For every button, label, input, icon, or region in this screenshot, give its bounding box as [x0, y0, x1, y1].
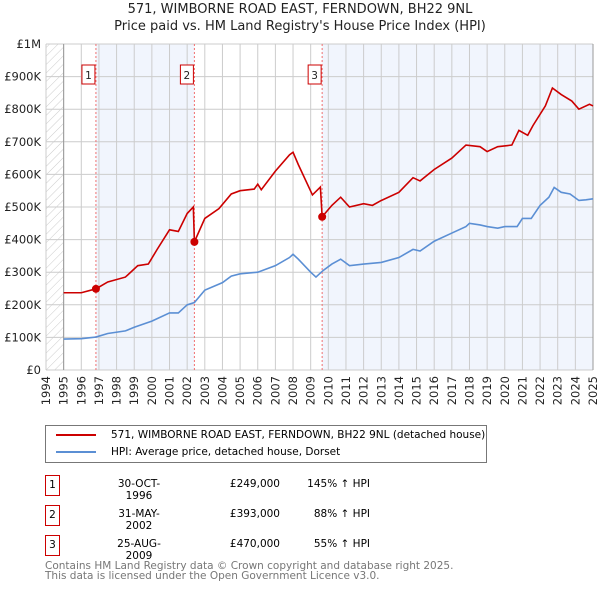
sale-label: 2: [184, 70, 191, 82]
sale-point: [318, 212, 327, 221]
x-tick-label: 1998: [110, 376, 124, 405]
y-tick-label: £700K: [4, 135, 41, 149]
x-tick-label: 2002: [180, 376, 194, 405]
x-tick-label: 2023: [551, 376, 565, 405]
x-tick-label: 2025: [586, 376, 600, 405]
legend-item-property: 571, WIMBORNE ROAD EAST, FERNDOWN, BH22 …: [56, 429, 485, 441]
legend-swatch: [56, 434, 96, 436]
x-tick-label: 2017: [445, 376, 459, 405]
sale-hpi: 55% ↑ HPI: [313, 538, 370, 550]
x-tick-label: 1997: [92, 376, 106, 405]
legend: 571, WIMBORNE ROAD EAST, FERNDOWN, BH22 …: [45, 425, 487, 463]
hpi-line: [63, 186, 594, 340]
sale-number: 3: [45, 535, 60, 556]
footer-line: Contains HM Land Registry data © Crown c…: [45, 560, 454, 572]
y-tick-label: £100K: [4, 330, 41, 344]
y-tick-label: £200K: [4, 298, 41, 312]
x-tick-label: 2007: [268, 376, 282, 405]
sale-date: 31-MAY-2002: [118, 508, 160, 532]
sale-label: 3: [311, 70, 318, 82]
x-tick-label: 2013: [374, 376, 388, 405]
x-tick-label: 1996: [74, 376, 88, 405]
x-tick-label: 2000: [145, 376, 159, 405]
footer-line: This data is licensed under the Open Gov…: [45, 570, 380, 582]
y-tick-label: £0: [26, 363, 41, 377]
sale-price: £393,000: [229, 508, 280, 520]
sale-hpi: 145% ↑ HPI: [307, 478, 370, 490]
x-tick-label: 2003: [198, 376, 212, 405]
sale-hpi: 88% ↑ HPI: [313, 508, 370, 520]
x-tick-label: 1999: [127, 376, 141, 405]
sale-date: 25-AUG-2009: [117, 538, 161, 562]
sale-label-box: [179, 64, 194, 85]
x-tick-label: 2014: [392, 376, 406, 405]
x-tick-label: 2012: [357, 376, 371, 405]
sale-row: 1 30-OCT-1996 £249,000 145% ↑ HPI: [45, 475, 445, 502]
sale-label-box: [307, 64, 322, 85]
x-tick-label: 2001: [163, 376, 177, 405]
x-tick-label: 2004: [215, 376, 229, 405]
x-tick-label: 1994: [39, 376, 53, 405]
chart-title: 571, WIMBORNE ROAD EAST, FERNDOWN, BH22 …: [127, 2, 473, 17]
y-tick-label: £800K: [4, 102, 41, 116]
sale-date: 30-OCT-1996: [117, 478, 161, 502]
sale-point: [91, 284, 100, 293]
sale-price: £470,000: [229, 538, 280, 550]
x-tick-label: 2008: [286, 376, 300, 405]
y-tick-label: £300K: [4, 265, 41, 279]
sale-number: 1: [45, 475, 60, 496]
x-tick-label: 2021: [515, 376, 529, 405]
y-tick-label: £1M: [16, 37, 41, 51]
footer: Contains HM Land Registry data © Crown c…: [45, 560, 454, 582]
x-tick-label: 2016: [427, 376, 441, 405]
sale-row: 3 25-AUG-2009 £470,000 55% ↑ HPI: [45, 535, 445, 562]
y-tick-label: £900K: [4, 70, 41, 84]
sale-price: £249,000: [229, 478, 280, 490]
sale-point: [190, 237, 199, 246]
legend-label: HPI: Average price, detached house, Dors…: [111, 446, 341, 458]
x-tick-label: 2010: [321, 376, 335, 405]
x-tick-label: 2020: [498, 376, 512, 405]
sale-row: 2 31-MAY-2002 £393,000 88% ↑ HPI: [45, 505, 445, 532]
x-tick-label: 2011: [339, 376, 353, 405]
sale-label-box: [81, 64, 96, 85]
x-tick-label: 2005: [233, 376, 247, 405]
sale-label: 1: [85, 70, 92, 82]
x-tick-label: 1995: [57, 376, 71, 405]
x-tick-label: 2022: [533, 376, 547, 405]
plot-area: 1994 1995 1996 1997 1998 1999 2000 2001 2002 2003…: [4, 37, 600, 405]
x-tick-label: 2006: [251, 376, 265, 405]
x-tick-label: 2024: [568, 376, 582, 405]
x-tick-label: 2015: [410, 376, 424, 405]
y-tick-label: £400K: [4, 233, 41, 247]
chart-subtitle: Price paid vs. HM Land Registry's House …: [114, 19, 486, 34]
legend-label: 571, WIMBORNE ROAD EAST, FERNDOWN, BH22 …: [111, 429, 486, 441]
y-tick-label: £500K: [4, 200, 41, 214]
x-tick-label: 2009: [304, 376, 318, 405]
x-tick-label: 2018: [462, 376, 476, 405]
legend-item-hpi: HPI: Average price, detached house, Dors…: [56, 446, 340, 458]
sale-number: 2: [45, 505, 60, 526]
x-tick-label: 2019: [480, 376, 494, 405]
y-tick-label: £600K: [4, 167, 41, 181]
legend-swatch: [56, 451, 96, 453]
